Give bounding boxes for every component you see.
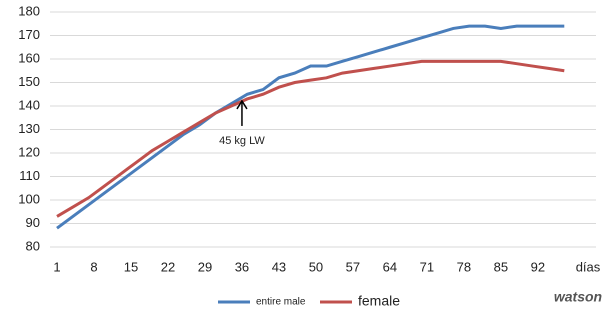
y-tick-label: 100 [18,191,40,206]
x-axis-label: días [576,259,601,274]
y-tick-label: 180 [18,3,40,18]
annotation-text: 45 kg LW [219,135,265,147]
legend-label: female [358,293,400,309]
annotation-arrowhead [236,99,248,110]
series-line [56,24,565,230]
y-tick-label: 170 [18,27,40,42]
x-tick-label: 15 [124,259,138,274]
x-tick-label: 71 [420,259,434,274]
x-tick-label: 50 [309,259,323,274]
y-tick-label: 90 [26,215,40,230]
x-tick-label: 92 [531,259,545,274]
x-tick-label: 1 [53,259,60,274]
x-tick-label: 36 [235,259,249,274]
y-tick-label: 80 [26,238,40,253]
y-tick-label: 150 [18,74,40,89]
legend-label: entire male [256,297,306,308]
x-tick-label: 57 [346,259,360,274]
logo: watson [554,289,602,305]
x-tick-label: 29 [198,259,212,274]
series-line [56,59,565,218]
x-tick-label: 43 [272,259,286,274]
x-tick-label: 8 [90,259,97,274]
y-tick-label: 160 [18,50,40,65]
x-tick-label: 22 [161,259,175,274]
x-tick-label: 85 [494,259,508,274]
x-tick-label: 78 [457,259,471,274]
y-tick-label: 120 [18,144,40,159]
y-tick-label: 130 [18,121,40,136]
x-tick-label: 64 [383,259,397,274]
y-tick-label: 140 [18,97,40,112]
y-tick-label: 110 [19,168,40,183]
